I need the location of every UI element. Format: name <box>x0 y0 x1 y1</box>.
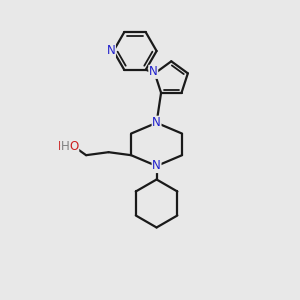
Text: HO: HO <box>58 140 76 153</box>
Text: N: N <box>106 44 116 58</box>
Text: H: H <box>61 140 69 153</box>
Text: N: N <box>152 160 161 172</box>
Text: N: N <box>152 116 161 129</box>
Text: O: O <box>69 140 79 153</box>
Text: N: N <box>149 65 158 78</box>
